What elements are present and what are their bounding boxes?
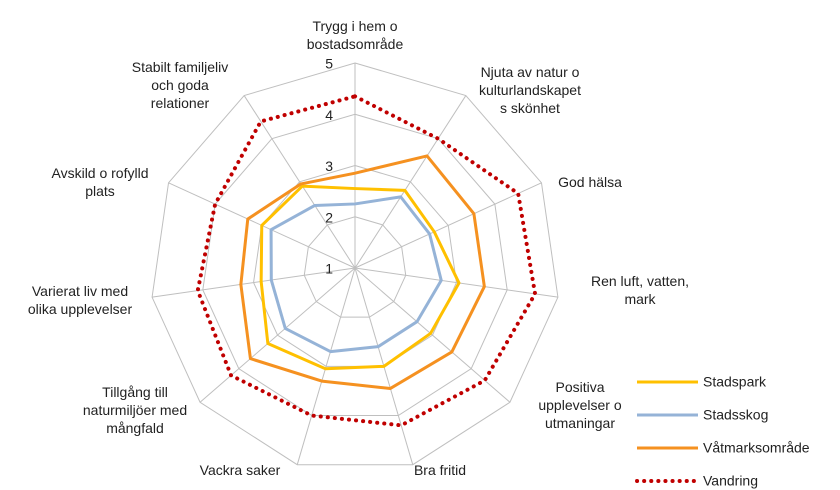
- series-line: [239, 154, 486, 390]
- category-label: Trygg i hem o bostadsområde: [306, 18, 404, 52]
- spoke: [354, 95, 467, 269]
- legend-label: Stadspark: [703, 374, 767, 390]
- spoke: [354, 182, 542, 269]
- category-label: Tillgång till naturmiljöer med mångfald: [82, 384, 188, 436]
- category-label: Ren luft, vatten, mark: [590, 273, 690, 307]
- category-label: Njuta av natur o kulturlandskapet s skön…: [479, 64, 581, 116]
- category-label: Varierat liv med olika upplevelser: [27, 283, 133, 317]
- legend-label: Vandring: [703, 473, 758, 489]
- series-line: [195, 94, 538, 428]
- spoke: [152, 267, 356, 298]
- series-line: [259, 184, 461, 371]
- tick-label: 5: [325, 56, 333, 72]
- grid-ring: [303, 216, 407, 318]
- category-label: Vackra saker: [199, 462, 281, 478]
- category-label: Bra fritid: [413, 462, 467, 478]
- tick-label: 1: [325, 261, 333, 277]
- grid-ring: [202, 113, 508, 417]
- spoke: [296, 267, 356, 465]
- category-label: Avskild o rofylld plats: [51, 165, 149, 199]
- legend-label: Våtmarksområde: [703, 440, 810, 456]
- spoke: [199, 267, 356, 403]
- grid-ring: [151, 62, 559, 466]
- tick-label: 2: [325, 209, 333, 225]
- legend-label: Stadsskog: [703, 407, 768, 423]
- tick-label: 4: [325, 107, 333, 123]
- category-label: Positiva upplevelser o utmaningar: [538, 379, 622, 431]
- series-line: [269, 195, 443, 354]
- spoke: [243, 95, 356, 269]
- spoke: [354, 267, 558, 298]
- category-label: Stabilt familjeliv och goda relationer: [131, 59, 229, 111]
- tick-label: 3: [325, 158, 333, 174]
- category-label: God hälsa: [558, 174, 622, 190]
